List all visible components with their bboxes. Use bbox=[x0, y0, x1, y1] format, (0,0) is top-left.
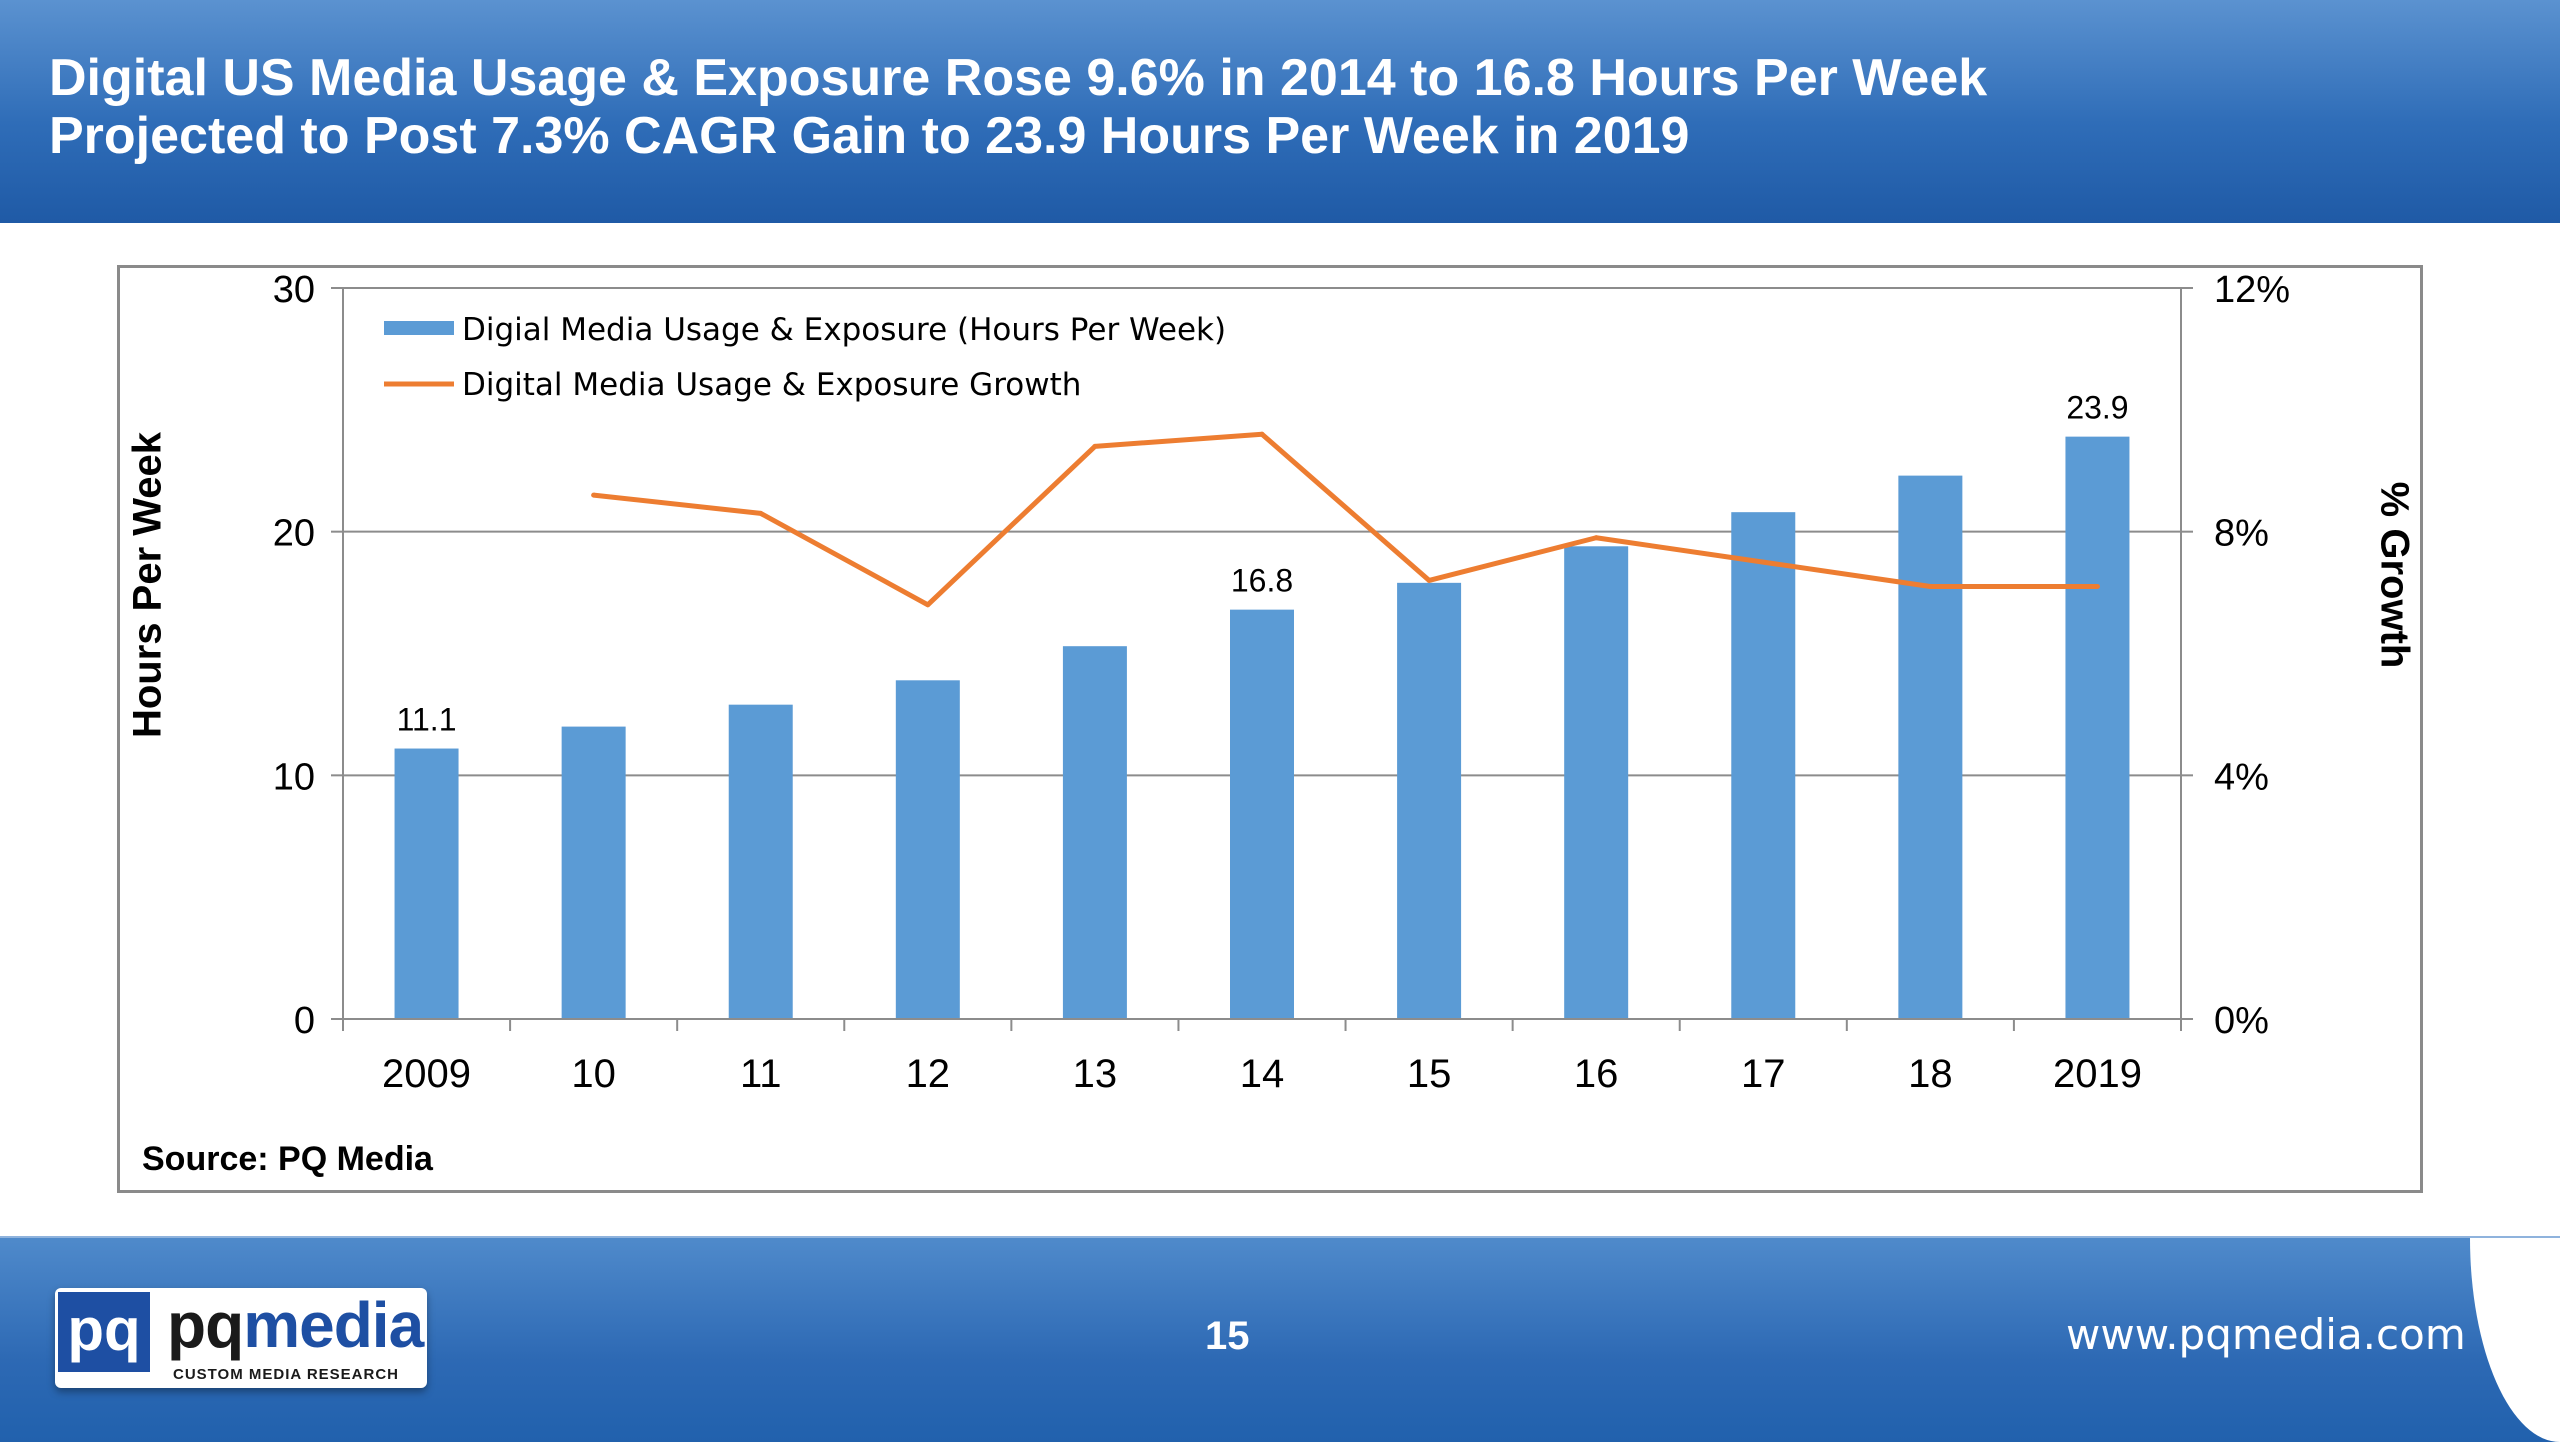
title-line-2: Projected to Post 7.3% CAGR Gain to 23.9… bbox=[49, 107, 1690, 165]
growth-point bbox=[1760, 559, 1766, 565]
bar bbox=[1564, 546, 1629, 1019]
growth-point bbox=[1593, 535, 1599, 541]
growth-point bbox=[1259, 431, 1265, 437]
title-line-1: Digital US Media Usage & Exposure Rose 9… bbox=[49, 49, 1988, 107]
bar bbox=[1898, 475, 1963, 1020]
website-link[interactable]: www.pqmedia.com bbox=[2066, 1310, 2466, 1359]
logo-word-dark: pq bbox=[167, 1289, 244, 1361]
y-tick-label: 10 bbox=[273, 756, 315, 798]
growth-point bbox=[591, 492, 597, 498]
x-tick-label: 11 bbox=[740, 1052, 782, 1096]
y2-tick-label: 8% bbox=[2214, 513, 2269, 555]
x-tick-label: 18 bbox=[1908, 1052, 1953, 1096]
legend-label-bar: Digial Media Usage & Exposure (Hours Per… bbox=[462, 312, 1226, 348]
growth-line bbox=[593, 431, 2098, 608]
combo-chart: 0 10 20 30 0% 4% 8% 12% 2009 10 11 12 13 14 15 16 17 18 20… bbox=[273, 269, 2290, 1096]
x-tick-label: 2019 bbox=[2053, 1052, 2142, 1096]
logo-tagline: CUSTOM MEDIA RESEARCH bbox=[173, 1366, 400, 1383]
x-tick-label: 13 bbox=[1073, 1052, 1118, 1096]
growth-point bbox=[1092, 443, 1098, 449]
header-banner: Digital US Media Usage & Exposure Rose 9… bbox=[0, 0, 2560, 223]
data-label: 23.9 bbox=[2066, 390, 2128, 426]
data-label: 16.8 bbox=[1231, 563, 1293, 599]
bar bbox=[394, 748, 459, 1019]
y-tick-label: 30 bbox=[273, 269, 315, 311]
bar bbox=[1062, 646, 1127, 1019]
bar bbox=[895, 680, 960, 1019]
x-tick-label: 17 bbox=[1741, 1052, 1786, 1096]
x-tick-label: 14 bbox=[1240, 1052, 1285, 1096]
bar bbox=[728, 704, 793, 1019]
bar bbox=[2065, 436, 2130, 1019]
bar bbox=[1731, 512, 1796, 1019]
bar bbox=[1397, 582, 1462, 1019]
logo-wordmark: pqmedia bbox=[167, 1288, 424, 1362]
logo-word-accent: media bbox=[243, 1289, 424, 1361]
growth-point bbox=[925, 602, 931, 608]
x-tick-label: 15 bbox=[1407, 1052, 1452, 1096]
y2-tick-label: 12% bbox=[2214, 269, 2290, 311]
legend-swatch-bar bbox=[384, 321, 454, 335]
x-tick-label: 16 bbox=[1574, 1052, 1619, 1096]
y-axis-label-right: % Growth bbox=[2372, 481, 2417, 669]
growth-point bbox=[1927, 583, 1933, 589]
y2-tick-label: 0% bbox=[2214, 1000, 2269, 1042]
growth-point bbox=[758, 510, 764, 516]
growth-point bbox=[1426, 577, 1432, 583]
y-tick-label: 0 bbox=[294, 1000, 315, 1042]
x-tick-label: 12 bbox=[906, 1052, 951, 1096]
growth-point bbox=[2094, 583, 2100, 589]
source-note: Source: PQ Media bbox=[142, 1140, 433, 1178]
x-tick-label: 2009 bbox=[382, 1052, 471, 1096]
data-label: 11.1 bbox=[397, 702, 457, 738]
footer-curve bbox=[2470, 1238, 2560, 1442]
logo-mark: pq bbox=[58, 1292, 150, 1372]
bar bbox=[561, 726, 626, 1019]
x-tick-label: 10 bbox=[571, 1052, 616, 1096]
pqmedia-logo: pq pqmedia CUSTOM MEDIA RESEARCH bbox=[55, 1288, 427, 1388]
page-number: 15 bbox=[1205, 1314, 1250, 1358]
bar bbox=[1230, 609, 1294, 1019]
y-tick-label: 20 bbox=[273, 513, 315, 555]
y2-tick-label: 4% bbox=[2214, 756, 2269, 798]
chart-frame bbox=[117, 265, 2423, 1193]
y-axis-label-left: Hours Per Week bbox=[125, 431, 170, 739]
legend-label-line: Digital Media Usage & Exposure Growth bbox=[462, 367, 1081, 403]
